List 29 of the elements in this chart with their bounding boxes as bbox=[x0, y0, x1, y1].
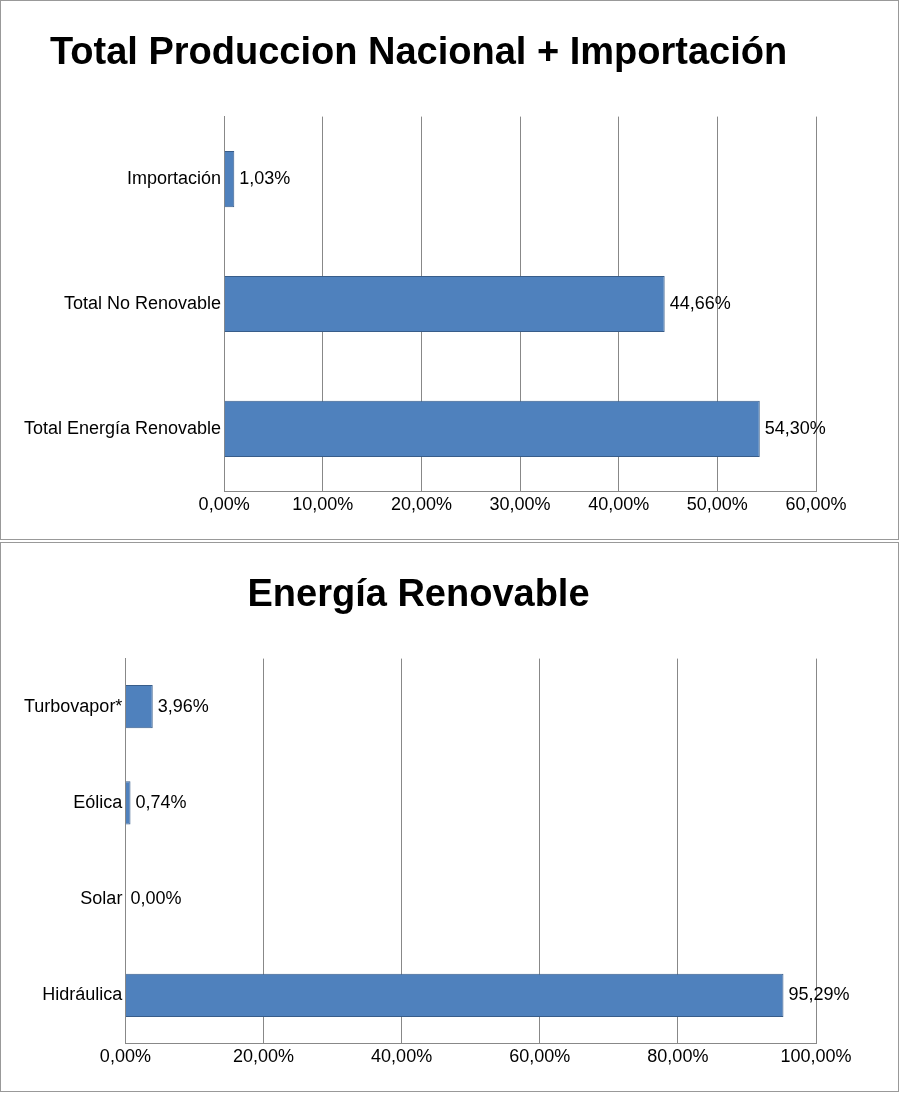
x-tick-label: 40,00% bbox=[371, 1046, 433, 1067]
x-tick-label: 60,00% bbox=[785, 494, 847, 515]
data-label: 3,96% bbox=[157, 695, 209, 716]
data-label: 0,00% bbox=[130, 888, 182, 909]
y-tick-label: Total No Renovable bbox=[64, 292, 222, 313]
y-tick-label: Hidráulica bbox=[42, 984, 124, 1005]
data-label: 44,66% bbox=[669, 292, 731, 313]
data-label: 0,74% bbox=[135, 791, 187, 812]
chart-title: Total Produccion Nacional + Importación bbox=[49, 30, 788, 73]
y-tick-label: Turbovapor* bbox=[23, 695, 123, 716]
x-tick-label: 0,00% bbox=[198, 494, 250, 515]
y-tick-label: Importación bbox=[127, 168, 222, 189]
chart-title: Energía Renovable bbox=[247, 572, 590, 615]
x-tick-label: 80,00% bbox=[647, 1046, 709, 1067]
x-tick-label: 50,00% bbox=[686, 494, 748, 515]
data-label: 54,30% bbox=[764, 417, 826, 438]
x-tick-label: 0,00% bbox=[99, 1046, 151, 1067]
data-label: 1,03% bbox=[239, 168, 291, 189]
x-tick-label: 10,00% bbox=[292, 494, 354, 515]
y-tick-label: Solar bbox=[80, 888, 123, 909]
data-label: 95,29% bbox=[788, 984, 850, 1005]
y-tick-label: Eólica bbox=[73, 791, 124, 812]
x-tick-label: 30,00% bbox=[489, 494, 551, 515]
x-tick-label: 20,00% bbox=[390, 494, 452, 515]
x-tick-label: 60,00% bbox=[509, 1046, 571, 1067]
y-tick-label: Total Energía Renovable bbox=[23, 417, 222, 438]
x-tick-label: 40,00% bbox=[588, 494, 650, 515]
x-tick-label: 20,00% bbox=[232, 1046, 295, 1067]
x-tick-label: 100,00% bbox=[780, 1046, 852, 1067]
